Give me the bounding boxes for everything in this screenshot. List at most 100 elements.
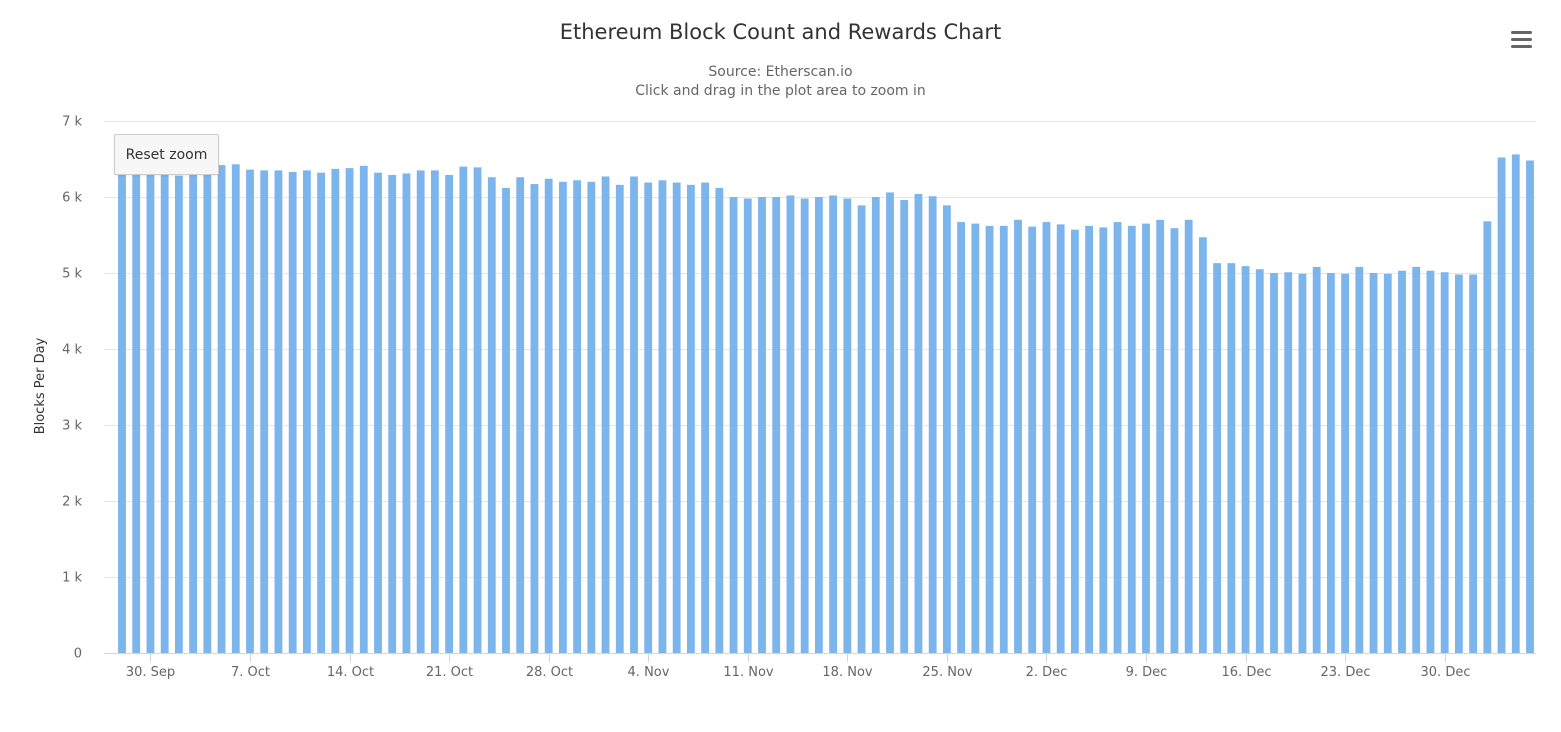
bar[interactable] bbox=[317, 172, 326, 653]
bar[interactable] bbox=[246, 169, 254, 653]
bar[interactable] bbox=[416, 170, 425, 653]
bar[interactable] bbox=[530, 184, 539, 653]
bar[interactable] bbox=[601, 176, 610, 654]
bar[interactable] bbox=[288, 171, 297, 654]
bar[interactable] bbox=[786, 195, 795, 654]
bar[interactable] bbox=[1355, 266, 1364, 653]
bar[interactable] bbox=[1341, 273, 1350, 653]
bar[interactable] bbox=[160, 174, 169, 653]
bar[interactable] bbox=[1127, 225, 1136, 653]
bar[interactable] bbox=[758, 197, 766, 653]
bar[interactable] bbox=[1511, 154, 1520, 653]
bar[interactable] bbox=[359, 165, 368, 653]
bar[interactable] bbox=[1454, 274, 1463, 653]
bar[interactable] bbox=[1412, 266, 1421, 653]
bar[interactable] bbox=[1398, 270, 1406, 653]
bar[interactable] bbox=[473, 167, 482, 654]
bar[interactable] bbox=[715, 187, 724, 653]
bar[interactable] bbox=[814, 197, 823, 653]
bar[interactable] bbox=[388, 174, 397, 653]
bar[interactable] bbox=[1156, 219, 1165, 654]
bar[interactable] bbox=[701, 182, 710, 653]
bar[interactable] bbox=[1483, 221, 1492, 653]
bar[interactable] bbox=[914, 193, 923, 653]
bar[interactable] bbox=[886, 192, 894, 653]
bar[interactable] bbox=[302, 170, 311, 653]
bar[interactable] bbox=[1326, 273, 1335, 653]
bar[interactable] bbox=[544, 178, 553, 653]
bar[interactable] bbox=[686, 184, 695, 653]
bar[interactable] bbox=[1070, 229, 1079, 653]
bar[interactable] bbox=[1014, 219, 1022, 654]
bar[interactable] bbox=[800, 198, 809, 653]
bar[interactable] bbox=[772, 197, 781, 653]
bar[interactable] bbox=[1227, 263, 1236, 653]
bar[interactable] bbox=[843, 198, 852, 653]
bar[interactable] bbox=[900, 200, 909, 654]
bar[interactable] bbox=[203, 174, 212, 653]
bar[interactable] bbox=[487, 177, 496, 654]
bar[interactable] bbox=[630, 176, 638, 654]
bar[interactable] bbox=[1469, 274, 1478, 653]
bar[interactable] bbox=[430, 170, 439, 653]
bar[interactable] bbox=[1383, 273, 1392, 653]
bar[interactable] bbox=[1241, 266, 1250, 653]
bar[interactable] bbox=[1284, 272, 1293, 653]
bar[interactable] bbox=[871, 197, 880, 653]
bar[interactable] bbox=[445, 174, 454, 653]
bar[interactable] bbox=[1255, 269, 1264, 653]
bar[interactable] bbox=[1042, 222, 1051, 653]
bar[interactable] bbox=[928, 196, 937, 654]
bar[interactable] bbox=[260, 170, 269, 653]
bar[interactable] bbox=[374, 172, 382, 653]
bar[interactable] bbox=[971, 223, 980, 653]
bar[interactable] bbox=[189, 173, 198, 653]
bar[interactable] bbox=[658, 180, 667, 653]
bar[interactable] bbox=[231, 164, 240, 653]
reset-zoom-button[interactable]: Reset zoom bbox=[114, 134, 219, 175]
bar[interactable] bbox=[146, 174, 155, 653]
hamburger-menu-icon[interactable] bbox=[1508, 26, 1536, 52]
bar[interactable] bbox=[1142, 223, 1150, 653]
bar[interactable] bbox=[985, 225, 994, 653]
bar[interactable] bbox=[829, 195, 838, 654]
bar[interactable] bbox=[402, 173, 411, 653]
bar[interactable] bbox=[1085, 225, 1094, 653]
bar[interactable] bbox=[615, 184, 624, 653]
bar[interactable] bbox=[274, 170, 283, 653]
bar[interactable] bbox=[1526, 160, 1534, 653]
bar[interactable] bbox=[942, 205, 951, 654]
bar[interactable] bbox=[957, 222, 966, 653]
bar[interactable] bbox=[1426, 270, 1435, 653]
bar[interactable] bbox=[1184, 219, 1193, 654]
bar[interactable] bbox=[174, 175, 183, 653]
bar[interactable] bbox=[1440, 272, 1449, 653]
bar[interactable] bbox=[587, 181, 596, 654]
bar[interactable] bbox=[1198, 237, 1207, 653]
bar[interactable] bbox=[1056, 224, 1065, 654]
bar[interactable] bbox=[1028, 226, 1037, 653]
bar[interactable] bbox=[345, 168, 354, 653]
bar[interactable] bbox=[217, 165, 226, 653]
bar[interactable] bbox=[516, 177, 525, 654]
bar[interactable] bbox=[1369, 273, 1378, 653]
bar[interactable] bbox=[573, 180, 582, 653]
bar[interactable] bbox=[857, 205, 866, 654]
bar[interactable] bbox=[132, 173, 141, 653]
bar[interactable] bbox=[459, 166, 468, 653]
bar[interactable] bbox=[1497, 157, 1506, 654]
bar[interactable] bbox=[999, 225, 1008, 653]
bar[interactable] bbox=[558, 181, 567, 654]
bar[interactable] bbox=[1298, 273, 1307, 653]
bar[interactable] bbox=[502, 187, 510, 653]
bar[interactable] bbox=[1170, 228, 1179, 653]
bar[interactable] bbox=[644, 182, 653, 653]
bar[interactable] bbox=[331, 168, 340, 653]
bar[interactable] bbox=[1099, 227, 1108, 653]
bar[interactable] bbox=[1113, 222, 1122, 653]
bar[interactable] bbox=[743, 198, 752, 653]
bar[interactable] bbox=[1213, 263, 1222, 653]
bar[interactable] bbox=[672, 182, 681, 653]
bar[interactable] bbox=[729, 197, 738, 653]
